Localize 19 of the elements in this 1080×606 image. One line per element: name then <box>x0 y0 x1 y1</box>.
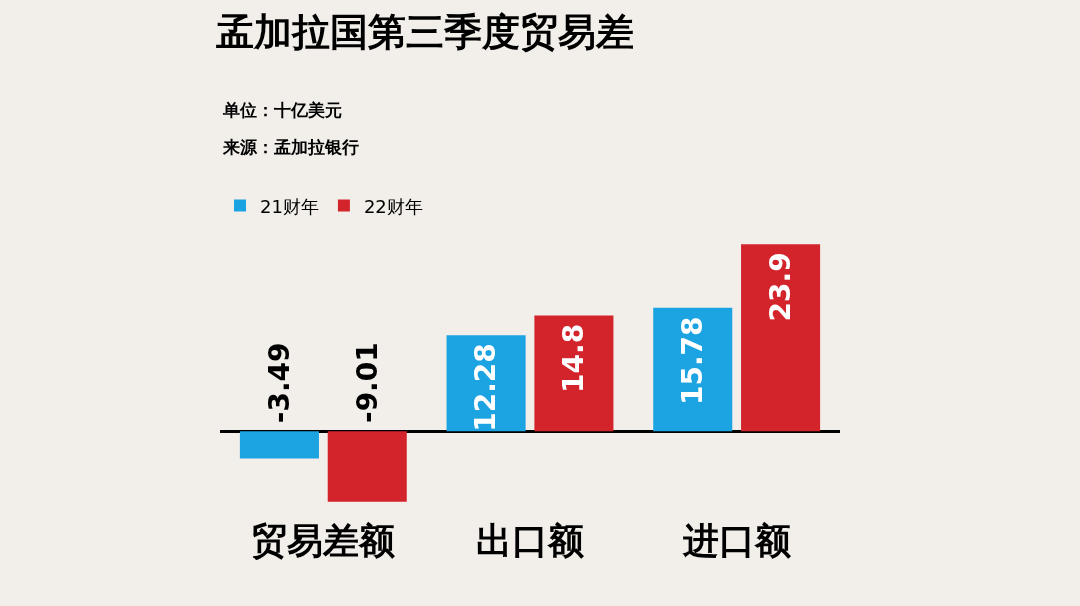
data-label: 12.28 <box>469 343 503 432</box>
data-label: 23.9 <box>763 252 797 322</box>
data-label: -9.01 <box>350 342 384 423</box>
chart-subtitle: 单位：十亿美元 <box>222 100 342 120</box>
data-label: -3.49 <box>262 342 296 424</box>
data-label: 14.8 <box>556 323 590 393</box>
bar <box>327 431 407 502</box>
bar <box>653 307 733 432</box>
chart-title: 孟加拉国第三季度贸易差 <box>215 9 634 54</box>
data-label: 15.78 <box>676 316 710 406</box>
source-note: 来源：孟加拉银行 <box>222 137 359 157</box>
bar <box>534 315 614 432</box>
x-tick-label: 贸易差额 <box>251 520 396 561</box>
x-tick-label: 出口额 <box>476 520 584 561</box>
legend-label: 21财年 <box>260 195 319 217</box>
bar <box>239 431 319 459</box>
x-tick-label: 进口额 <box>681 520 791 561</box>
bar <box>741 244 821 432</box>
legend-label: 22财年 <box>363 195 423 217</box>
